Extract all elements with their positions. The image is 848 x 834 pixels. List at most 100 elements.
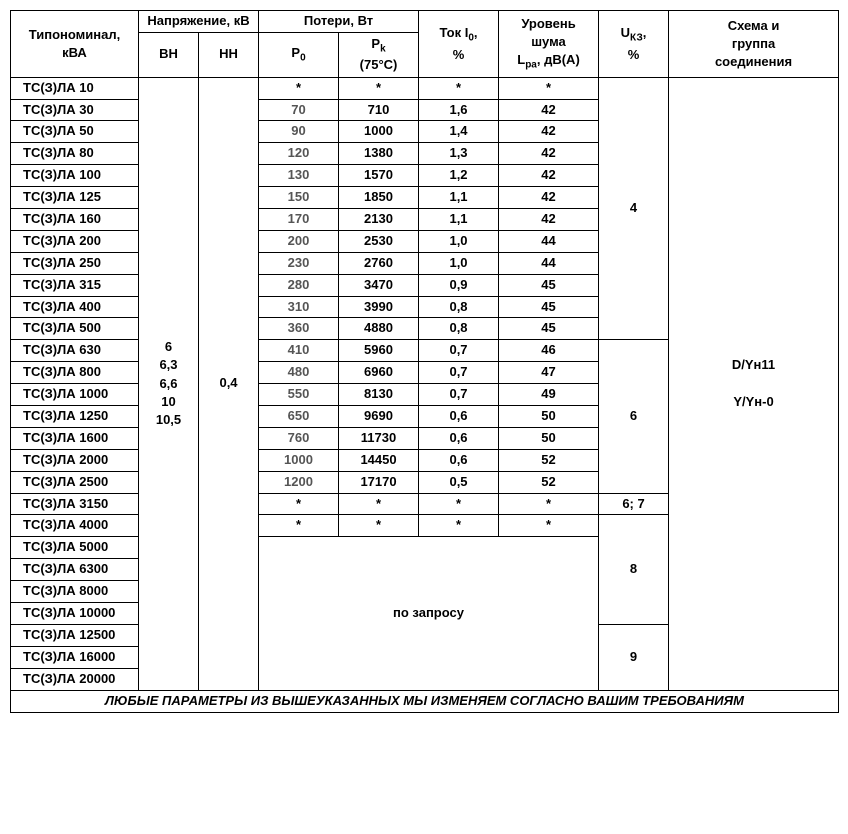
pk-cell: 6960 (339, 362, 419, 384)
type-cell: ТС(З)ЛА 200 (11, 230, 139, 252)
ukz-cell: 6; 7 (599, 493, 669, 515)
p0-cell: 360 (259, 318, 339, 340)
i0-cell: * (419, 515, 499, 537)
i0-cell: 0,6 (419, 449, 499, 471)
header-losses: Потери, Вт (259, 11, 419, 33)
header-voltage: Напряжение, кВ (139, 11, 259, 33)
type-cell: ТС(З)ЛА 800 (11, 362, 139, 384)
header-p0: P0 (259, 32, 339, 77)
p0-cell: 120 (259, 143, 339, 165)
pk-cell: 3990 (339, 296, 419, 318)
i0-cell: 1,1 (419, 187, 499, 209)
pk-cell: 17170 (339, 471, 419, 493)
type-cell: ТС(З)ЛА 1600 (11, 427, 139, 449)
type-cell: ТС(З)ЛА 100 (11, 165, 139, 187)
i0-cell: 0,5 (419, 471, 499, 493)
noise-cell: 45 (499, 318, 599, 340)
ukz-cell: 8 (599, 515, 669, 624)
type-cell: ТС(З)ЛА 10000 (11, 603, 139, 625)
noise-cell: 44 (499, 230, 599, 252)
header-ukz: UКЗ,% (599, 11, 669, 78)
noise-cell: 52 (499, 471, 599, 493)
p0-cell: 150 (259, 187, 339, 209)
i0-cell: 1,0 (419, 252, 499, 274)
pk-cell: 2760 (339, 252, 419, 274)
header-noise: УровеньшумаLpa, дB(A) (499, 11, 599, 78)
i0-cell: 1,0 (419, 230, 499, 252)
pk-cell: 2530 (339, 230, 419, 252)
type-cell: ТС(З)ЛА 400 (11, 296, 139, 318)
noise-cell: 44 (499, 252, 599, 274)
type-cell: ТС(З)ЛА 12500 (11, 624, 139, 646)
header-i0: Ток I0,% (419, 11, 499, 78)
type-cell: ТС(З)ЛА 80 (11, 143, 139, 165)
noise-cell: 42 (499, 143, 599, 165)
ukz-cell: 4 (599, 77, 669, 340)
p0-cell: 410 (259, 340, 339, 362)
i0-cell: 0,7 (419, 362, 499, 384)
type-cell: ТС(З)ЛА 6300 (11, 559, 139, 581)
type-cell: ТС(З)ЛА 160 (11, 209, 139, 231)
pk-cell: 14450 (339, 449, 419, 471)
p0-cell: 650 (259, 406, 339, 428)
i0-cell: 0,7 (419, 384, 499, 406)
type-cell: ТС(З)ЛА 4000 (11, 515, 139, 537)
p0-cell: * (259, 515, 339, 537)
type-cell: ТС(З)ЛА 1250 (11, 406, 139, 428)
p0-cell: 230 (259, 252, 339, 274)
vn-cell: 66,36,61010,5 (139, 77, 199, 690)
p0-cell: * (259, 493, 339, 515)
i0-cell: 1,4 (419, 121, 499, 143)
p0-cell: 310 (259, 296, 339, 318)
type-cell: ТС(З)ЛА 5000 (11, 537, 139, 559)
noise-cell: 46 (499, 340, 599, 362)
type-cell: ТС(З)ЛА 125 (11, 187, 139, 209)
p0-cell: 1000 (259, 449, 339, 471)
type-cell: ТС(З)ЛА 315 (11, 274, 139, 296)
p0-cell: 130 (259, 165, 339, 187)
pk-cell: 1380 (339, 143, 419, 165)
p0-cell: * (259, 77, 339, 99)
pk-cell: * (339, 515, 419, 537)
scheme-cell: D/Yн11Y/Yн-0 (669, 77, 839, 690)
type-cell: ТС(З)ЛА 1000 (11, 384, 139, 406)
i0-cell: 1,6 (419, 99, 499, 121)
header-type: Типономинал, кВА (11, 11, 139, 78)
noise-cell: 42 (499, 209, 599, 231)
type-cell: ТС(З)ЛА 500 (11, 318, 139, 340)
i0-cell: 1,1 (419, 209, 499, 231)
p0-cell: 1200 (259, 471, 339, 493)
i0-cell: 0,6 (419, 427, 499, 449)
type-cell: ТС(З)ЛА 2000 (11, 449, 139, 471)
pk-cell: 9690 (339, 406, 419, 428)
type-cell: ТС(З)ЛА 8000 (11, 581, 139, 603)
p0-cell: 90 (259, 121, 339, 143)
header-scheme: Схема игруппасоединения (669, 11, 839, 78)
noise-cell: 45 (499, 274, 599, 296)
pk-cell: 1000 (339, 121, 419, 143)
i0-cell: 0,8 (419, 296, 499, 318)
i0-cell: 0,8 (419, 318, 499, 340)
pk-cell: 3470 (339, 274, 419, 296)
noise-cell: * (499, 515, 599, 537)
i0-cell: 1,3 (419, 143, 499, 165)
nn-cell: 0,4 (199, 77, 259, 690)
header-nn: НН (199, 32, 259, 77)
pk-cell: 8130 (339, 384, 419, 406)
noise-cell: 49 (499, 384, 599, 406)
p0-cell: 280 (259, 274, 339, 296)
footer-note: ЛЮБЫЕ ПАРАМЕТРЫ ИЗ ВЫШЕУКАЗАННЫХ МЫ ИЗМЕ… (11, 690, 839, 712)
noise-cell: 42 (499, 187, 599, 209)
noise-cell: * (499, 493, 599, 515)
ukz-cell: 6 (599, 340, 669, 493)
pk-cell: * (339, 77, 419, 99)
type-cell: ТС(З)ЛА 16000 (11, 646, 139, 668)
noise-cell: 45 (499, 296, 599, 318)
p0-cell: 200 (259, 230, 339, 252)
noise-cell: 47 (499, 362, 599, 384)
i0-cell: 0,6 (419, 406, 499, 428)
type-cell: ТС(З)ЛА 250 (11, 252, 139, 274)
type-cell: ТС(З)ЛА 10 (11, 77, 139, 99)
noise-cell: 50 (499, 427, 599, 449)
pk-cell: 5960 (339, 340, 419, 362)
